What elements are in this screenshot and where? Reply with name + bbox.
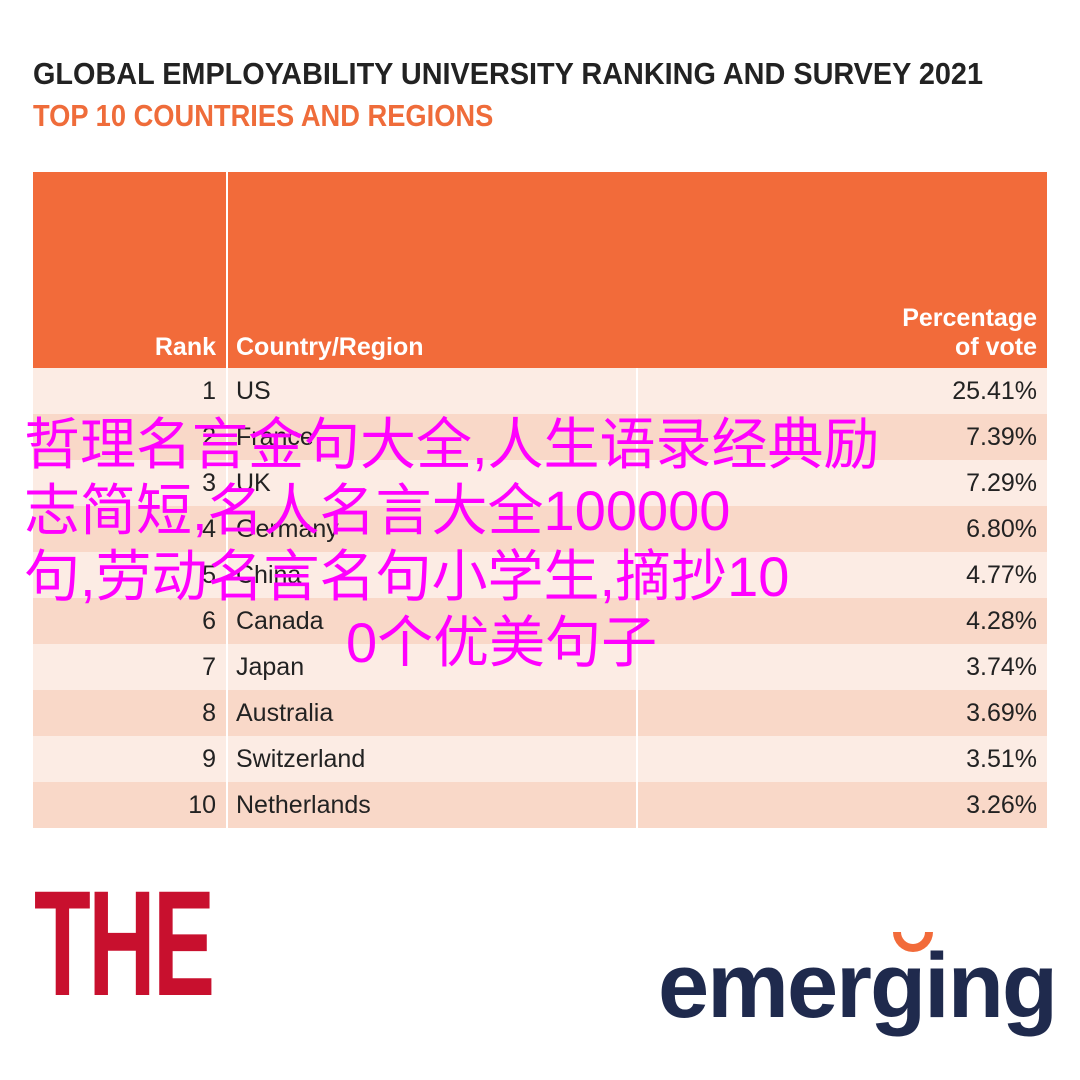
table-row: 2 France 7.39%	[33, 414, 1047, 460]
table-cell: 5	[202, 561, 216, 589]
table-row: 3 UK 7.29%	[33, 460, 1047, 506]
logo-arc	[893, 932, 933, 952]
column-header: Rank	[154, 333, 216, 361]
table-cell: 3.51%	[636, 736, 1047, 782]
table-cell: 4.28%	[636, 598, 1047, 644]
table-cell: UK	[226, 460, 636, 506]
table: Rank Country/Region Percentage of vote 1…	[33, 172, 1047, 828]
table-cell: 6	[202, 607, 216, 635]
table-row: 9 Switzerland 3.51%	[33, 736, 1047, 782]
title: GLOBAL EMPLOYABILITY UNIVERSITY RANKING …	[33, 56, 984, 91]
table-cell: 3.74%	[636, 644, 1047, 690]
overlay-line: 0个优美句子	[346, 611, 658, 674]
table-cell: 4.77%	[636, 552, 1047, 598]
column-header: Percentage of vote	[902, 304, 1037, 361]
table-cell: 3.26%	[636, 782, 1047, 828]
table-cell: Switzerland	[226, 736, 636, 782]
table-cell: 25.41%	[636, 368, 1047, 414]
table-cell: US	[226, 368, 636, 414]
table-cell: Germany	[226, 506, 636, 552]
table-cell: 2	[202, 423, 216, 451]
logo-the: THE	[34, 859, 215, 1027]
table-cell: Japan	[226, 644, 636, 690]
overlay-line: 哲理名言金句大全,人生语录经典励	[24, 413, 880, 476]
header-row: Rank Country/Region Percentage of vote	[33, 172, 1047, 368]
table-cell: Canada	[226, 598, 636, 644]
overlay-line: 志简短,名人名言大全100000	[24, 479, 731, 542]
table-row: 10 Netherlands 3.26%	[33, 782, 1047, 828]
table-cell: France	[226, 414, 636, 460]
table-cell: 1	[202, 377, 216, 405]
table-cell: Netherlands	[226, 782, 636, 828]
table-cell: 10	[188, 791, 216, 819]
subtitle: TOP 10 COUNTRIES AND REGIONS	[33, 98, 494, 133]
table-row: 5 China 4.77%	[33, 552, 1047, 598]
table-cell: 4	[202, 515, 216, 543]
table-body: 1 US 25.41% 2 France 7.39% 3 UK 7.29% 4 Germany 6.8…	[33, 368, 1047, 828]
table-row: 1 US 25.41%	[33, 368, 1047, 414]
table-cell: 6.80%	[636, 506, 1047, 552]
table-cell: 3.69%	[636, 690, 1047, 736]
table-row: 7 Japan 3.74%	[33, 644, 1047, 690]
logo-emerging: emerging	[658, 935, 1058, 1037]
table-cell: 7.29%	[636, 460, 1047, 506]
table-cell: 9	[202, 745, 216, 773]
table-row: 4 Germany 6.80%	[33, 506, 1047, 552]
table-cell: Australia	[226, 690, 636, 736]
table-row: 6 Canada 4.28%	[33, 598, 1047, 644]
table-cell: 7	[202, 653, 216, 681]
overlay-text: 哲理名言金句大全,人生语录经典励 志简短,名人名言大全100000 句,劳动名言名句…	[24, 412, 1064, 676]
column-header: Country/Region	[226, 172, 636, 368]
table-row: 8 Australia 3.69%	[33, 690, 1047, 736]
table-cell: 3	[202, 469, 216, 497]
table-cell: 8	[202, 699, 216, 727]
table-cell: 7.39%	[636, 414, 1047, 460]
table-cell: China	[226, 552, 636, 598]
overlay-line: 句,劳动名言名句小学生,摘抄10	[24, 545, 790, 608]
